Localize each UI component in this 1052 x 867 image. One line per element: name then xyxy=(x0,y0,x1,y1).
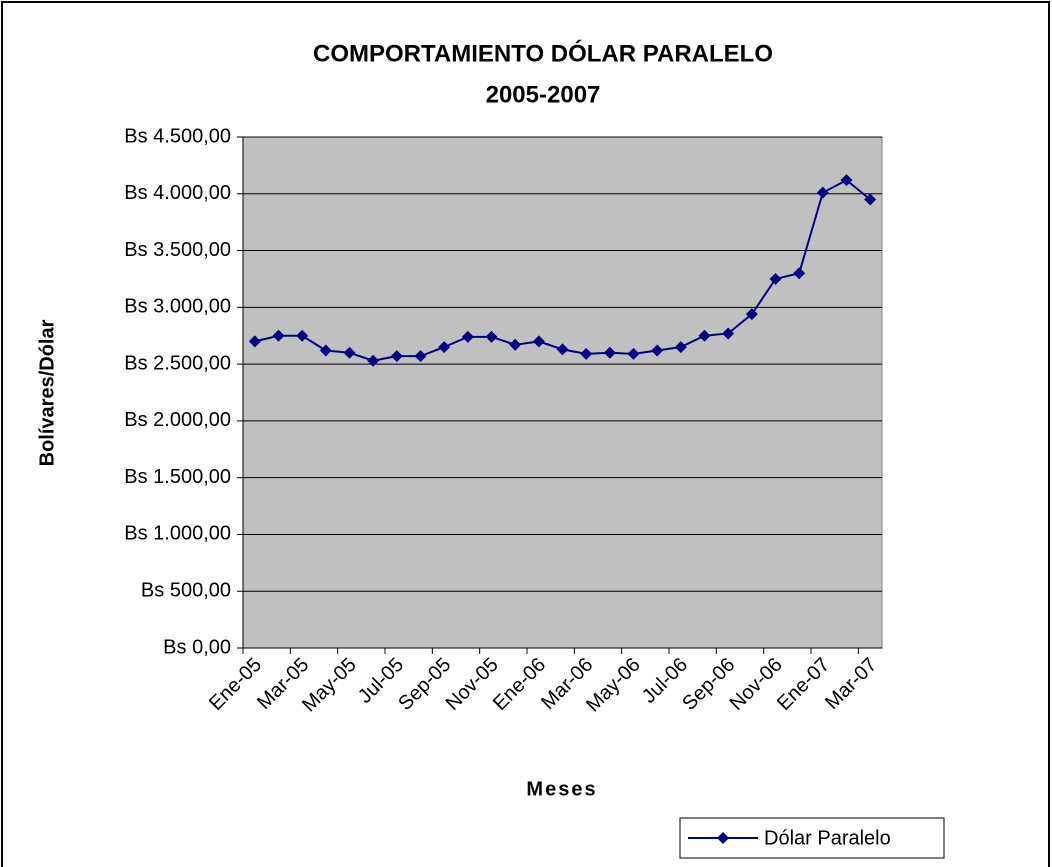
marker xyxy=(745,308,758,321)
marker xyxy=(319,344,332,357)
y-tick-label: Bs 2.500,00 xyxy=(124,352,231,374)
marker xyxy=(438,341,451,354)
marker xyxy=(627,347,640,360)
y-tick-label: Bs 3.000,00 xyxy=(124,296,231,318)
marker xyxy=(343,346,356,359)
y-tick-label: Bs 1.000,00 xyxy=(124,523,231,545)
marker xyxy=(864,193,877,206)
marker xyxy=(556,343,569,356)
marker xyxy=(674,341,687,354)
marker xyxy=(769,272,782,285)
chart-title: 2005-2007 xyxy=(486,81,601,108)
marker xyxy=(722,327,735,340)
y-tick-label: Bs 4.000,00 xyxy=(124,182,231,204)
marker xyxy=(532,335,545,348)
marker xyxy=(509,338,522,351)
marker xyxy=(717,832,729,844)
y-tick-label: Bs 0,00 xyxy=(163,636,231,658)
y-tick-label: Bs 500,00 xyxy=(141,580,231,602)
marker xyxy=(580,347,593,360)
x-axis-label: Meses xyxy=(526,778,597,800)
marker xyxy=(367,354,380,367)
marker xyxy=(793,267,806,280)
y-tick-label: Bs 2.000,00 xyxy=(124,409,231,431)
marker xyxy=(248,335,261,348)
marker xyxy=(461,330,474,343)
marker xyxy=(698,329,711,342)
y-tick-label: Bs 3.500,00 xyxy=(124,239,231,261)
y-tick-label: Bs 4.500,00 xyxy=(124,125,231,147)
chart-title: COMPORTAMIENTO DÓLAR PARALELO xyxy=(313,39,773,67)
marker xyxy=(840,174,853,187)
plot-area xyxy=(242,136,883,649)
marker xyxy=(390,350,403,363)
y-tick-label: Bs 1.500,00 xyxy=(124,466,231,488)
marker xyxy=(603,346,616,359)
marker xyxy=(485,330,498,343)
marker xyxy=(272,329,285,342)
marker xyxy=(296,329,309,342)
marker xyxy=(651,344,664,357)
marker xyxy=(816,186,829,199)
y-axis-label: Bolívares/Dólar xyxy=(36,319,58,466)
marker xyxy=(414,350,427,363)
legend-label: Dólar Paralelo xyxy=(764,827,891,849)
